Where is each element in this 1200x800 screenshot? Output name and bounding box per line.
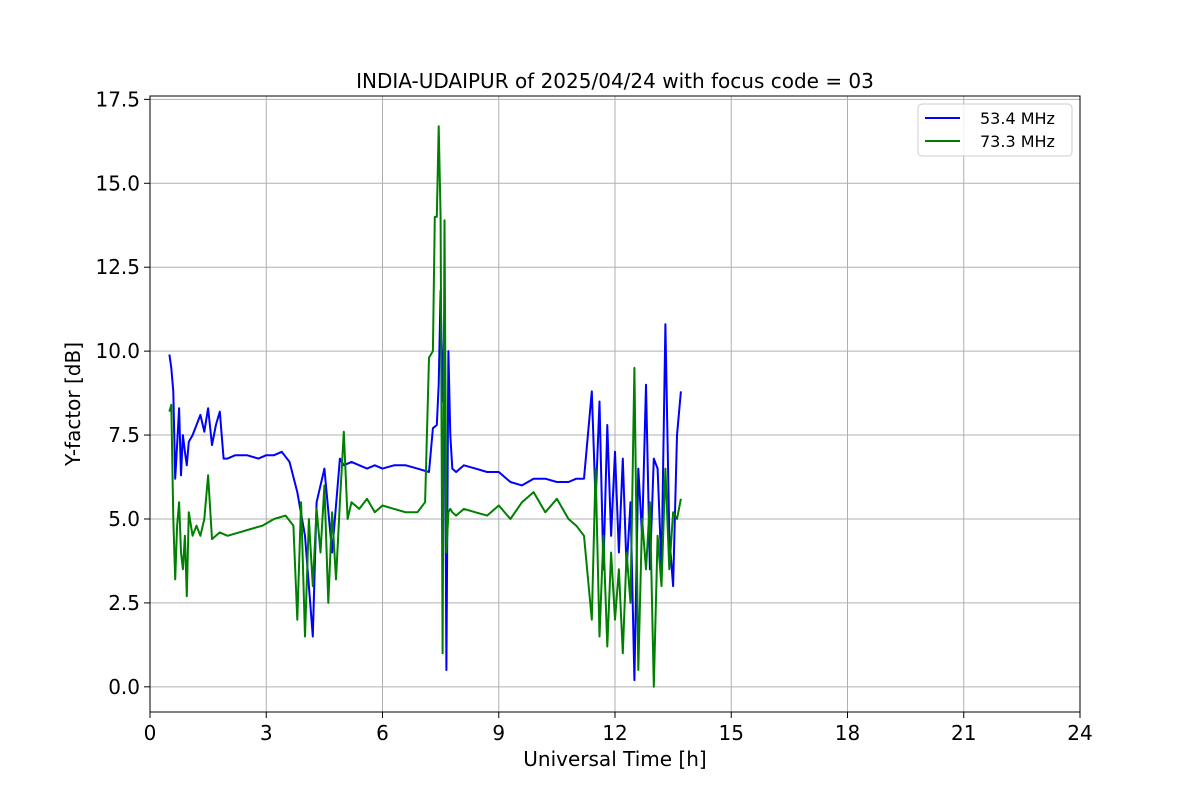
series-layer <box>168 125 682 688</box>
y-axis-label: Y-factor [dB] <box>61 342 85 467</box>
x-tick-label: 6 <box>376 721 389 745</box>
chart-title: INDIA-UDAIPUR of 2025/04/24 with focus c… <box>356 69 874 93</box>
x-tick-label: 12 <box>602 721 627 745</box>
y-tick-label: 7.5 <box>108 423 140 447</box>
legend: 53.4 MHz 73.3 MHz <box>917 103 1073 157</box>
y-tick-label: 5.0 <box>108 507 140 531</box>
y-tick-label: 17.5 <box>95 87 140 111</box>
y-tick-label: 12.5 <box>95 255 140 279</box>
x-tick-label: 15 <box>719 721 744 745</box>
x-tick-label: 9 <box>492 721 505 745</box>
x-tick-label: 21 <box>951 721 976 745</box>
x-axis-label: Universal Time [h] <box>523 747 706 771</box>
x-axis: 0 3 6 9 12 15 18 21 24 <box>144 712 1093 745</box>
x-tick-label: 3 <box>260 721 273 745</box>
legend-label-1: 53.4 MHz <box>980 109 1055 128</box>
series-line-1 <box>168 289 682 682</box>
x-tick-label: 18 <box>835 721 860 745</box>
x-tick-label: 24 <box>1067 721 1092 745</box>
series-line-2 <box>168 125 682 688</box>
y-axis: 0.0 2.5 5.0 7.5 10.0 12.5 15.0 17.5 <box>95 87 150 699</box>
y-tick-label: 0.0 <box>108 675 140 699</box>
x-tick-label: 0 <box>144 721 157 745</box>
legend-label-2: 73.3 MHz <box>980 132 1055 151</box>
y-tick-label: 15.0 <box>95 171 140 195</box>
y-tick-label: 2.5 <box>108 591 140 615</box>
y-tick-label: 10.0 <box>95 339 140 363</box>
